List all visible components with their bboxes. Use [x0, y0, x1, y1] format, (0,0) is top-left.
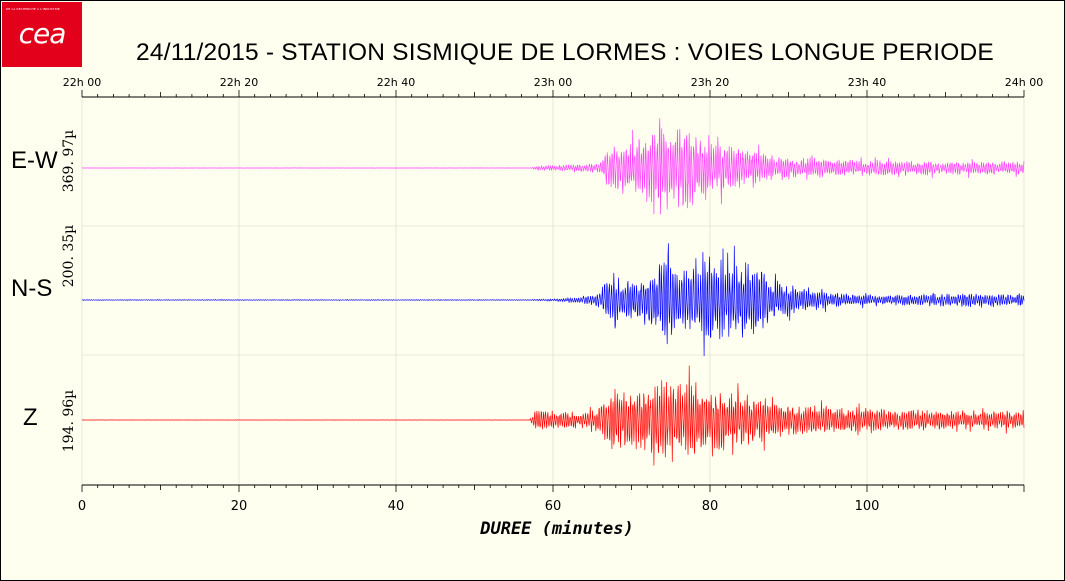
- top-tick-label: 23h 20: [691, 76, 729, 89]
- top-tick-label: 22h 20: [220, 76, 258, 89]
- bottom-tick-label: 20: [231, 499, 248, 514]
- bottom-tick-label: 60: [545, 499, 562, 514]
- trace-ew: [81, 118, 1025, 215]
- channel-scale-ns: 200. 35µ: [61, 225, 77, 288]
- top-tick-label: 23h 40: [848, 76, 886, 89]
- channel-name-z: Z: [23, 404, 38, 431]
- logo-tagline: DE LA RECHERCHE À L'INDUSTRIE: [6, 7, 60, 11]
- channel-scale-z: 194. 96µ: [61, 390, 77, 453]
- bottom-tick-label: 0: [78, 499, 86, 514]
- top-tick-label: 22h 00: [63, 76, 101, 89]
- top-tick-label: 24h 00: [1005, 76, 1043, 89]
- channel-name-ns: N-S: [11, 275, 52, 302]
- bottom-tick-label: 100: [855, 499, 880, 514]
- chart-title: 24/11/2015 - STATION SISMIQUE DE LORMES …: [136, 39, 994, 66]
- trace-z: [81, 365, 1025, 466]
- traces: [81, 118, 1025, 466]
- top-tick-label: 23h 00: [534, 76, 572, 89]
- top-tick-label: 22h 40: [377, 76, 415, 89]
- axes: 22h 00 22h 20 22h 40 23h 00 23h 20 23h 40 24h …: [63, 76, 1043, 514]
- channel-name-ew: E-W: [11, 147, 58, 174]
- x-axis-label: DUREE (minutes): [479, 519, 634, 539]
- cea-logo: DE LA RECHERCHE À L'INDUSTRIE cea: [2, 2, 82, 67]
- trace-ns: [81, 243, 1025, 357]
- channel-labels: E-W 369. 97µ N-S 200. 35µ Z 194. 96µ: [11, 130, 77, 453]
- bottom-tick-label: 40: [388, 499, 405, 514]
- bottom-tick-label: 80: [702, 499, 719, 514]
- channel-scale-ew: 369. 97µ: [61, 130, 77, 193]
- logo-brand: cea: [18, 17, 67, 50]
